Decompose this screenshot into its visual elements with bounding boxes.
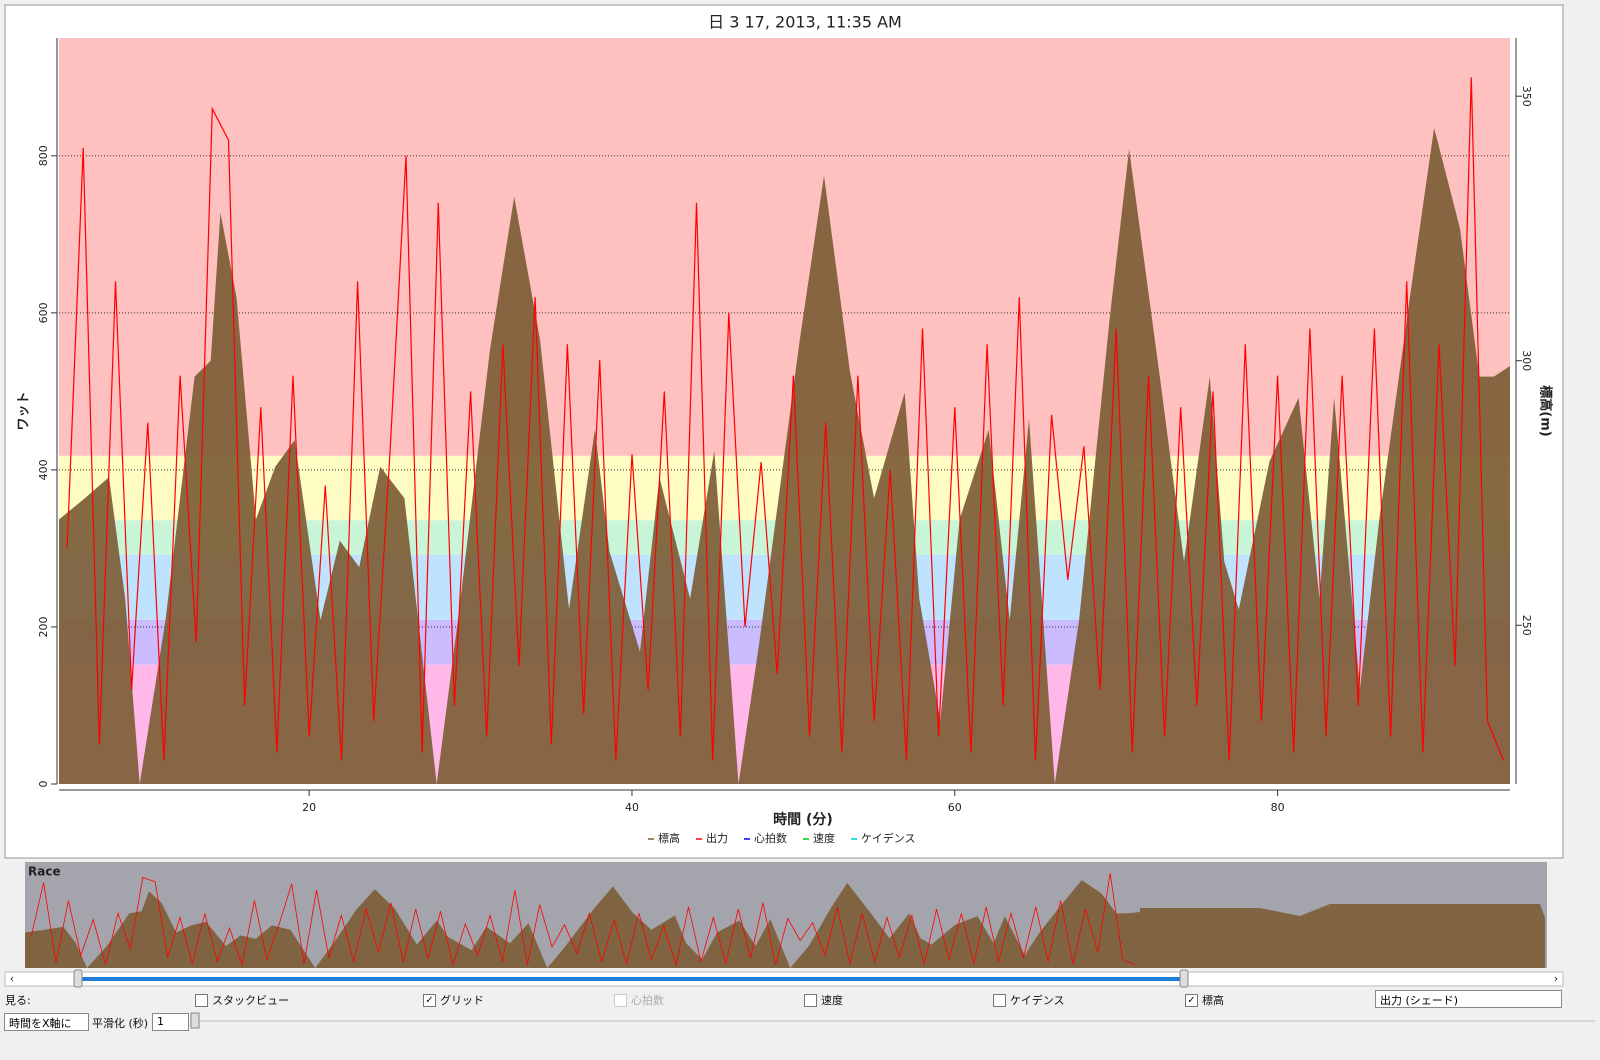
shade-select[interactable]: 出力 (シェード) [1375, 990, 1562, 1008]
smoothing-slider-handle[interactable] [190, 1012, 200, 1029]
legend-label: 速度 [813, 831, 835, 845]
overview-elevation-area [25, 880, 1140, 968]
checkbox: 心拍数 [614, 992, 664, 1008]
smoothing-input[interactable]: 1 [152, 1013, 189, 1031]
y-axis-label: ワット [17, 391, 32, 430]
x-axis-label: 時間 (分) [773, 811, 833, 828]
checkbox-box[interactable] [195, 993, 208, 1007]
checkbox-label: ケイデンス [1010, 994, 1065, 1007]
y-tick-label: 600 [37, 302, 50, 323]
overview-label: Race [28, 865, 61, 879]
x-tick-label: 60 [948, 801, 962, 814]
range-selection[interactable] [78, 977, 1184, 981]
xaxis-select[interactable]: 時間をX軸に [4, 1013, 89, 1031]
checkbox-label: 標高 [1202, 994, 1224, 1007]
overview-chart [25, 873, 1140, 968]
x-tick-label: 40 [625, 801, 639, 814]
legend-label: 出力 [706, 831, 728, 845]
y-tick-label: 0 [37, 781, 50, 788]
checkbox-box[interactable] [804, 993, 817, 1007]
legend-label: 標高 [658, 831, 680, 845]
overview-power-line [30, 873, 1136, 967]
x-tick-label: 20 [302, 801, 316, 814]
legend-label: ケイデンス [861, 831, 916, 845]
checkbox-label: グリッド [440, 994, 484, 1007]
scroll-left[interactable]: ‹ [10, 972, 14, 985]
y2-tick-label: 250 [1520, 615, 1533, 636]
checkbox-box[interactable] [993, 993, 1006, 1007]
x-tick-label: 80 [1271, 801, 1285, 814]
checkbox[interactable]: ケイデンス [993, 992, 1065, 1008]
y2-tick-label: 300 [1520, 350, 1533, 371]
checkbox-box [614, 993, 627, 1007]
legend-label: 心拍数 [754, 831, 787, 845]
scroll-right[interactable]: › [1554, 972, 1558, 985]
checkbox[interactable]: スタックビュー [195, 992, 289, 1008]
power-zone [59, 38, 1510, 456]
range-handle-right[interactable] [1179, 969, 1189, 988]
y2-axis-label: 標高(m) [1538, 385, 1554, 436]
checkbox-label: スタックビュー [212, 994, 289, 1007]
checkbox-box[interactable]: ✓ [1185, 993, 1198, 1007]
checkbox-label: 速度 [821, 994, 843, 1007]
checkbox[interactable]: ✓ 標高 [1185, 992, 1224, 1008]
y2-tick-label: 350 [1520, 86, 1533, 107]
checkbox[interactable]: 速度 [804, 992, 843, 1008]
smoothing-label: 平滑化 (秒) [92, 1017, 149, 1030]
view-label: 見る: [5, 994, 31, 1007]
power-line [66, 77, 1505, 761]
range-handle-left[interactable] [73, 969, 83, 988]
elevation-area [59, 127, 1510, 784]
checkbox-box[interactable]: ✓ [423, 993, 436, 1007]
y-tick-label: 800 [37, 145, 50, 166]
checkbox[interactable]: ✓ グリッド [423, 992, 484, 1008]
overview-elevation-tail [1140, 904, 1545, 968]
checkbox-label: 心拍数 [631, 994, 664, 1007]
y-tick-label: 400 [37, 459, 50, 480]
chart-title: 日 3 17, 2013, 11:35 AM [708, 13, 902, 32]
y-tick-label: 200 [37, 616, 50, 637]
